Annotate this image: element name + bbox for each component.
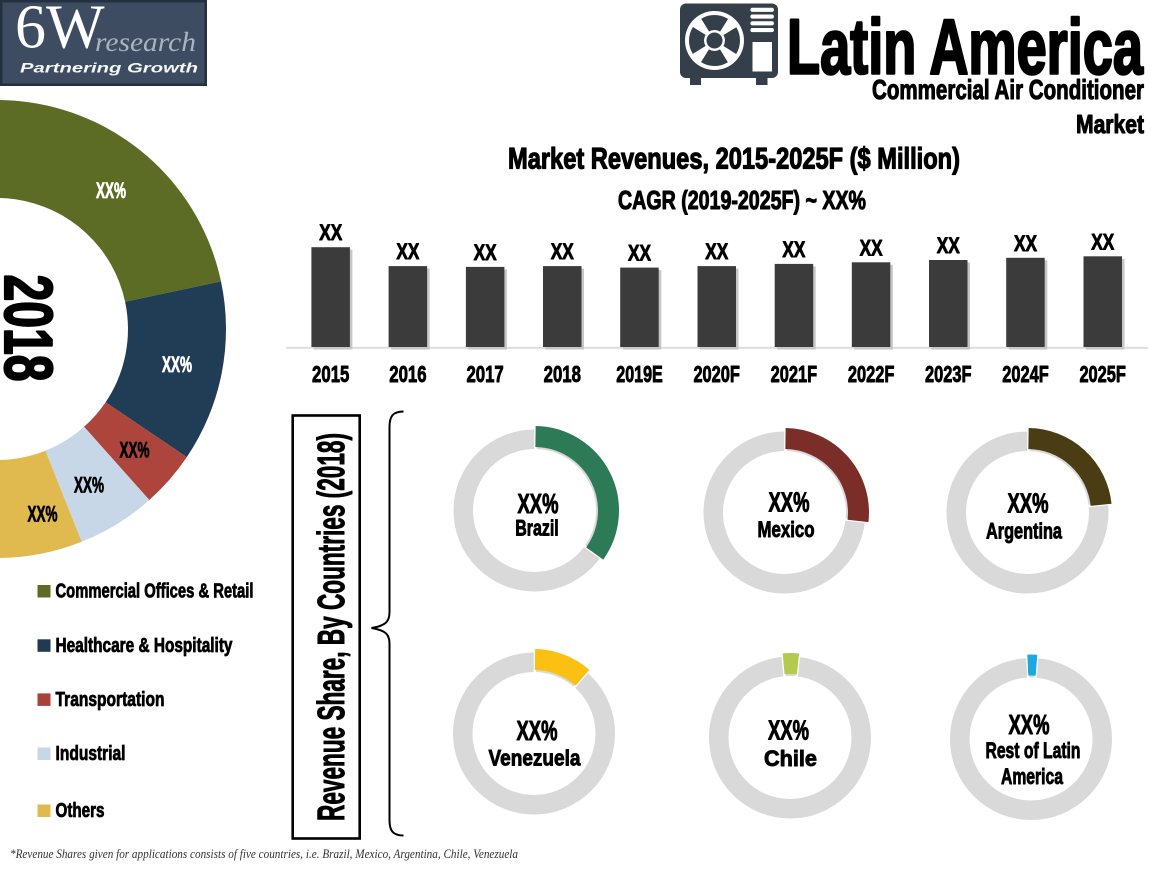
svg-text:America: America: [1001, 764, 1064, 789]
svg-text:Rest of Latin: Rest of Latin: [986, 738, 1081, 763]
svg-text:XX%: XX%: [768, 715, 809, 746]
svg-text:XX%: XX%: [96, 178, 126, 203]
svg-text:XX%: XX%: [517, 715, 558, 746]
svg-text:XX: XX: [1091, 229, 1114, 254]
svg-text:2018: 2018: [0, 275, 66, 382]
svg-text:Industrial: Industrial: [56, 742, 126, 765]
svg-text:Market: Market: [1076, 109, 1144, 139]
svg-text:Revenue Share, By Countries (2: Revenue Share, By Countries (2018): [311, 433, 353, 821]
svg-text:2015: 2015: [312, 361, 349, 387]
svg-text:Commercial Offices & Retail: Commercial Offices & Retail: [56, 580, 254, 603]
svg-text:CAGR (2019-2025F) ~ XX%: CAGR (2019-2025F) ~ XX%: [618, 185, 866, 215]
svg-text:XX: XX: [474, 240, 497, 265]
svg-text:XX%: XX%: [1008, 488, 1049, 519]
svg-text:XX: XX: [396, 239, 419, 264]
svg-text:2024F: 2024F: [1002, 361, 1049, 387]
svg-text:Commercial Air Conditioner: Commercial Air Conditioner: [872, 74, 1144, 105]
svg-text:2016: 2016: [389, 361, 426, 387]
svg-text:XX: XX: [551, 239, 574, 264]
svg-text:2025F: 2025F: [1079, 361, 1126, 387]
svg-text:research: research: [95, 27, 196, 57]
svg-text:XX: XX: [1014, 231, 1037, 256]
svg-text:Venezuela: Venezuela: [489, 746, 582, 771]
svg-text:2017: 2017: [466, 361, 503, 387]
svg-text:Partnering Growth: Partnering Growth: [20, 60, 198, 76]
svg-text:Others: Others: [56, 799, 105, 822]
svg-text:Healthcare & Hospitality: Healthcare & Hospitality: [56, 634, 233, 657]
svg-text:Brazil: Brazil: [515, 516, 559, 541]
svg-text:XX: XX: [860, 235, 883, 260]
svg-text:Transportation: Transportation: [56, 688, 165, 711]
svg-text:XX: XX: [782, 237, 805, 262]
svg-text:XX%: XX%: [120, 438, 150, 463]
svg-text:XX: XX: [628, 241, 651, 266]
svg-text:XX: XX: [705, 239, 728, 264]
svg-text:2019E: 2019E: [616, 361, 663, 387]
svg-text:2021F: 2021F: [771, 361, 818, 387]
svg-text:2023F: 2023F: [925, 361, 972, 387]
svg-text:*Revenue Shares given for appl: *Revenue Shares given for applications c…: [10, 847, 518, 861]
svg-text:XX%: XX%: [1009, 709, 1050, 740]
svg-text:6W: 6W: [15, 0, 105, 62]
svg-text:XX: XX: [319, 220, 342, 245]
svg-text:Mexico: Mexico: [758, 517, 815, 542]
svg-text:XX%: XX%: [518, 488, 559, 519]
svg-text:Argentina: Argentina: [986, 519, 1063, 544]
svg-text:2022F: 2022F: [848, 361, 895, 387]
svg-text:Chile: Chile: [764, 746, 817, 771]
svg-text:XX%: XX%: [769, 487, 810, 518]
svg-text:XX%: XX%: [28, 502, 58, 527]
svg-text:XX%: XX%: [162, 352, 192, 377]
svg-text:Market Revenues, 2015-2025F ($: Market Revenues, 2015-2025F ($ Million): [508, 143, 960, 176]
svg-text:Latin America: Latin America: [787, 3, 1143, 91]
svg-text:2018: 2018: [544, 361, 581, 387]
svg-text:2020F: 2020F: [693, 361, 740, 387]
svg-text:XX%: XX%: [74, 473, 104, 498]
svg-text:XX: XX: [937, 233, 960, 258]
